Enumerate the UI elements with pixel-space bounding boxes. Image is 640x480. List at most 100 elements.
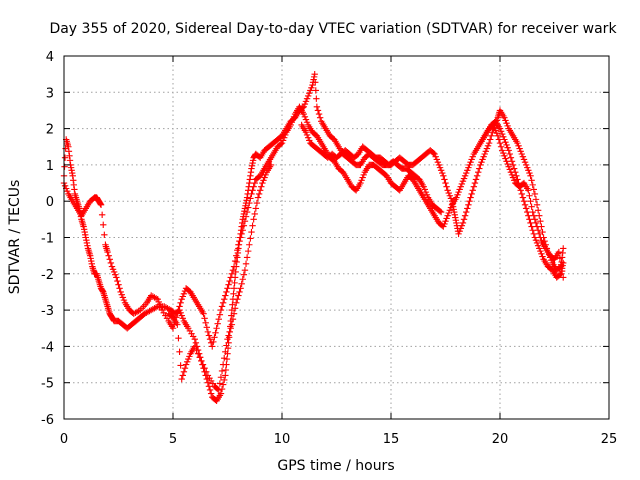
data-point [560, 245, 567, 252]
data-point [481, 150, 488, 158]
data-point-interp [225, 332, 232, 339]
data-point-interp [539, 253, 546, 260]
data-point-interp [532, 237, 540, 244]
data-point [97, 201, 105, 209]
data-point [431, 150, 438, 158]
data-point-interp [205, 383, 213, 390]
data-point [522, 161, 530, 169]
data-point-interp [513, 172, 520, 179]
data-point-interp [359, 174, 366, 181]
data-point-interp [230, 310, 238, 317]
data-point [501, 114, 508, 121]
data-point [235, 241, 242, 248]
data-point-interp [306, 137, 313, 144]
data-point [169, 325, 177, 332]
data-point-interp [492, 127, 499, 134]
data-point [459, 219, 467, 227]
data-point-interp [467, 194, 474, 201]
data-point [278, 139, 286, 147]
data-point-interp [528, 177, 535, 184]
data-point [525, 187, 532, 194]
data-point-interp [240, 271, 248, 278]
data-point-interp [457, 225, 464, 232]
data-point-interp [258, 183, 265, 190]
data-point [536, 212, 543, 219]
data-point-interp [539, 228, 546, 236]
data-point-interp [519, 153, 527, 160]
data-point-interp [466, 198, 473, 205]
data-point-interp [443, 215, 450, 222]
data-point-interp [247, 235, 254, 242]
data-point-interp [177, 299, 184, 307]
data-point-interp [262, 171, 269, 179]
data-point [267, 161, 275, 169]
data-point-interp [446, 192, 454, 199]
data-point-interp [493, 129, 500, 137]
data-point [555, 248, 563, 256]
data-point [440, 223, 447, 230]
data-point-interp [231, 257, 239, 265]
data-point-interp [498, 130, 506, 138]
y-tick-label: 4 [46, 50, 54, 65]
data-point-interp [473, 172, 481, 179]
data-point-interp [463, 169, 470, 177]
data-point-interp [441, 220, 448, 228]
data-point [527, 219, 534, 227]
data-point-interp [218, 303, 226, 310]
data-point-interp [455, 188, 462, 196]
data-point-interp [314, 107, 322, 114]
data-point [215, 386, 222, 394]
y-tick-label: -4 [41, 340, 54, 355]
data-point [178, 375, 185, 383]
data-point-interp [470, 183, 478, 190]
y-tick-label: 2 [46, 123, 54, 138]
data-point-interp [223, 355, 231, 363]
data-point-interp [502, 117, 509, 124]
data-point-interp [183, 358, 191, 366]
data-point-interp [524, 164, 531, 171]
data-point-interp [237, 234, 244, 241]
data-point-interp [252, 205, 260, 212]
data-point-interp [432, 153, 439, 160]
data-point [311, 70, 318, 78]
data-point-interp [528, 223, 535, 230]
data-point-interp [533, 201, 541, 209]
data-point-interp [532, 219, 540, 227]
data-point-interp [526, 192, 533, 199]
data-point-interp [464, 167, 471, 174]
data-point [466, 161, 473, 169]
data-point-interp [239, 276, 246, 283]
data-point [485, 139, 493, 147]
data-point-interp [112, 271, 119, 278]
data-point-interp [307, 87, 314, 94]
data-point-interp [231, 305, 239, 312]
data-point [230, 285, 238, 292]
data-point [191, 335, 198, 343]
data-point-interp [519, 194, 527, 201]
data-point-interp [506, 166, 514, 173]
data-point-interp [422, 188, 430, 196]
data-point [496, 125, 504, 132]
data-point-interp [175, 335, 182, 342]
data-point [437, 208, 445, 216]
data-point [250, 216, 257, 223]
data-point-interp [510, 177, 518, 184]
data-point-interp [489, 129, 496, 136]
data-point-interp [176, 348, 183, 356]
x-tick-label: 25 [601, 432, 618, 447]
data-point-interp [484, 142, 492, 150]
data-point-interp [231, 279, 238, 287]
y-tick-label: -3 [41, 304, 54, 319]
data-point-interp [556, 271, 564, 278]
data-point-interp [446, 207, 454, 214]
data-point-interp [495, 136, 503, 143]
data-point-interp [64, 188, 71, 195]
data-point-interp [538, 250, 545, 258]
data-point-interp [483, 145, 491, 152]
data-point [507, 168, 515, 176]
data-point [453, 194, 460, 201]
data-point-interp [529, 227, 536, 234]
data-point-interp [533, 239, 541, 247]
data-point-interp [233, 252, 240, 259]
data-point [237, 285, 244, 292]
